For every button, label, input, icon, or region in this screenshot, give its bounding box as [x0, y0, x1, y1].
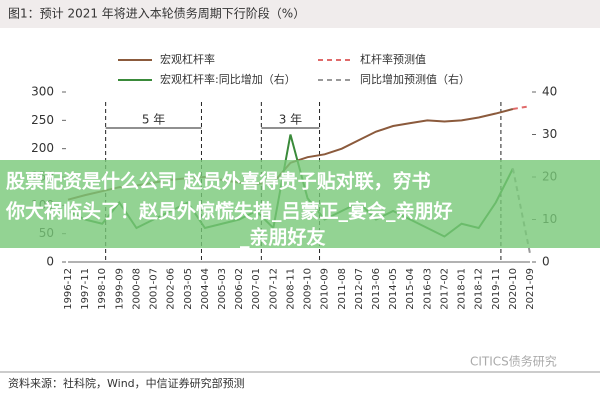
x-tick-label: 2007-12 — [268, 268, 279, 310]
annotation: 5 年 — [142, 113, 165, 127]
y2-tick-label: 0 — [542, 255, 550, 269]
x-tick-label: 2017-02 — [439, 268, 450, 310]
y2-tick-label: 30 — [542, 127, 557, 141]
x-tick-label: 1997-11 — [80, 268, 91, 310]
x-tick-label: 2020-10 — [508, 268, 519, 310]
x-tick-label: 2012-07 — [354, 268, 365, 310]
x-tick-label: 2011-08 — [337, 268, 348, 310]
series-line — [512, 105, 531, 110]
x-tick-label: 2001-07 — [149, 268, 160, 310]
legend-label: 宏观杠杆率 — [160, 52, 215, 66]
source: 资料来源：社科院，Wind，中信证券研究部预测 — [8, 376, 245, 390]
x-tick-label: 2010-09 — [320, 268, 331, 310]
x-tick-label: 1998-10 — [97, 268, 108, 310]
x-tick-label: 2015-04 — [405, 268, 416, 310]
y-tick-label: 300 — [31, 85, 54, 99]
x-tick-label: 2006-02 — [234, 268, 245, 310]
x-tick-label: 2013-06 — [371, 268, 382, 310]
x-tick-label: 1996-12 — [63, 268, 74, 310]
title-bar — [0, 0, 600, 28]
x-tick-label: 2004-04 — [200, 268, 211, 310]
overlay-banner — [0, 160, 600, 248]
watermark: CITICS债务研究 — [470, 354, 557, 369]
x-tick-label: 2007-01 — [251, 268, 262, 310]
overlay-text: 股票配资是什么公司 赵员外喜得贵子贴对联，穷书 — [6, 170, 431, 193]
x-tick-label: 2018-12 — [474, 268, 485, 310]
legend-label: 杠杆率预测值 — [360, 52, 426, 66]
x-tick-label: 2009-10 — [303, 268, 314, 310]
y2-tick-label: 40 — [542, 85, 557, 99]
x-tick-label: 2018-01 — [457, 268, 468, 310]
x-tick-label: 2016-03 — [422, 268, 433, 310]
x-tick-label: 2014-05 — [388, 268, 399, 310]
x-tick-label: 1999-09 — [114, 268, 125, 310]
y-tick-label: 250 — [31, 113, 54, 127]
annotation: 3 年 — [279, 113, 302, 127]
y-tick-label: 0 — [46, 255, 54, 269]
legend-label: 宏观杠杆率:同比增加（右） — [160, 72, 296, 86]
x-tick-label: 2008-11 — [285, 268, 296, 310]
chart-title: 图1：预计 2021 年将进入本轮债务周期下行阶段（%） — [8, 6, 305, 21]
overlay-text: 你大祸临头了！赵员外惊慌失措_吕蒙正_宴会_亲朋好 — [5, 200, 453, 223]
x-tick-label: 2002-06 — [166, 268, 177, 310]
y-tick-label: 200 — [31, 141, 54, 155]
x-tick-label: 2000-08 — [131, 268, 142, 310]
overlay-text: _亲朋好友 — [240, 226, 326, 249]
x-tick-label: 2003-05 — [183, 268, 194, 310]
x-tick-label: 2019-11 — [491, 268, 502, 310]
x-tick-label: 2021-09 — [525, 268, 536, 310]
legend-label: 同比增加预测值（右） — [360, 72, 470, 86]
x-tick-label: 2005-03 — [217, 268, 228, 310]
